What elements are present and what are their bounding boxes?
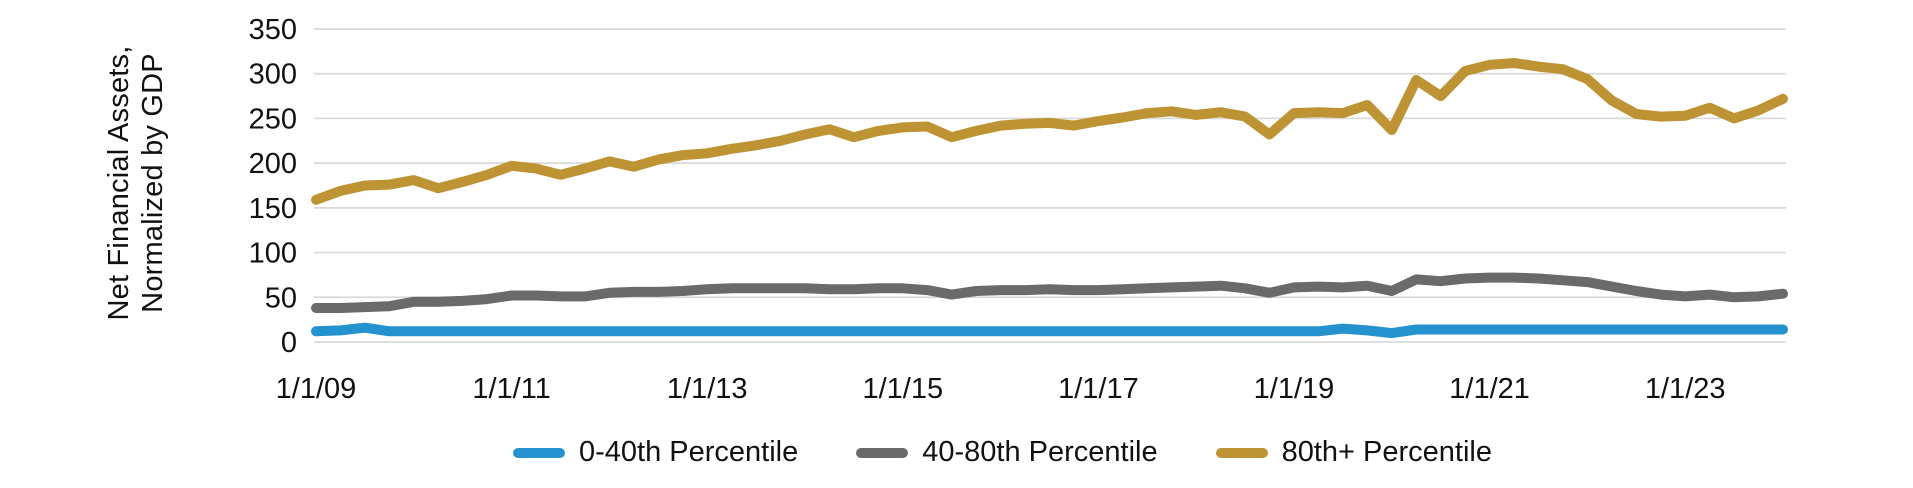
y-tick-labels-group: 0 50 100 150 200 250 300 350 (249, 14, 297, 359)
legend-item-0-40th-percentile: 0-40th Percentile (512, 436, 799, 469)
chart-legend: 0-40th Percentile 40-80th Percentile 80th+… (46, 436, 1913, 469)
legend-marker-icon (512, 447, 565, 458)
series-line-80th-percentile (311, 58, 1788, 205)
series-group (311, 58, 1788, 339)
y-tick-label-150: 150 (249, 193, 297, 225)
series-line-0-40th-percentile (311, 322, 1788, 339)
y-tick-label-350: 350 (249, 14, 297, 46)
y-axis-title-line1: Net Financial Assets, (103, 46, 135, 321)
x-tick-label-1/1/23: 1/1/23 (1645, 373, 1726, 405)
legend-label: 40-80th Percentile (922, 436, 1158, 468)
x-tick-label-1/1/21: 1/1/21 (1449, 373, 1530, 405)
y-tick-label-100: 100 (249, 238, 297, 270)
legend-label: 0-40th Percentile (578, 436, 799, 468)
legend-marker-icon (1215, 447, 1268, 458)
legend-label: 80th+ Percentile (1281, 436, 1493, 468)
y-tick-label-200: 200 (249, 148, 297, 180)
x-tick-label-1/1/17: 1/1/17 (1058, 373, 1139, 405)
x-tick-label-1/1/19: 1/1/19 (1254, 373, 1335, 405)
x-tick-label-1/1/15: 1/1/15 (862, 373, 943, 405)
y-tick-label-0: 0 (281, 327, 297, 359)
y-axis-title-line2: Normalized by GDP (137, 53, 169, 313)
x-tick-label-1/1/11: 1/1/11 (472, 373, 550, 405)
legend-marker-icon (856, 447, 909, 458)
x-tick-label-1/1/09: 1/1/09 (276, 373, 357, 405)
legend-item-80th-percentile: 80th+ Percentile (1215, 436, 1493, 469)
x-tick-labels-group: 1/1/09 1/1/11 1/1/13 1/1/15 1/1/17 1/1/19 1/1/… (276, 373, 1726, 405)
y-tick-label-250: 250 (249, 103, 297, 135)
y-tick-label-300: 300 (249, 59, 297, 91)
x-tick-label-1/1/13: 1/1/13 (667, 373, 748, 405)
legend-item-40-80th-percentile: 40-80th Percentile (856, 436, 1158, 469)
series-line-40-80th-percentile (311, 272, 1788, 313)
y-tick-label-50: 50 (265, 282, 297, 314)
